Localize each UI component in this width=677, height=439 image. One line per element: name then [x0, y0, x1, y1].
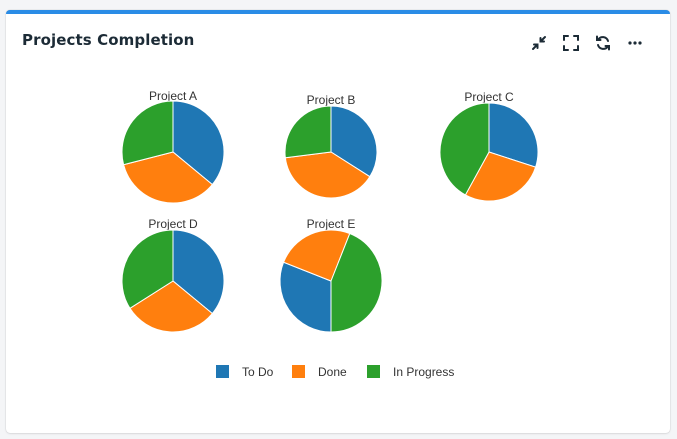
legend-swatch	[292, 365, 305, 378]
pie-1: Project A	[121, 89, 225, 204]
pie-slice-in-progress[interactable]	[121, 100, 174, 166]
more-icon	[628, 41, 642, 45]
pie-slice-to-do[interactable]	[488, 102, 539, 168]
projects-pie-chart: Project A Project B Project C Project D Proj…	[121, 89, 539, 379]
pie-slice-in-progress[interactable]	[439, 102, 490, 196]
pie-slice-done[interactable]	[129, 280, 214, 333]
legend-label: In Progress	[393, 365, 454, 379]
pie-slice-to-do[interactable]	[172, 229, 225, 315]
legend-item[interactable]: In Progress	[367, 365, 454, 379]
pie-slice-done[interactable]	[464, 151, 537, 202]
pie-2: Project B	[284, 93, 378, 199]
more-button[interactable]	[624, 32, 646, 54]
legend-item[interactable]: To Do	[216, 365, 274, 379]
pie-5: Project E	[279, 217, 383, 333]
pie-title: Project A	[149, 89, 197, 103]
collapse-icon	[532, 36, 546, 50]
pie-slice-in-progress[interactable]	[284, 105, 332, 159]
pie-slice-in-progress[interactable]	[121, 229, 174, 310]
pie-title: Project D	[148, 217, 198, 231]
projects-completion-card: Projects Completion	[6, 10, 670, 433]
fullscreen-icon	[563, 35, 579, 51]
pie-slice-to-do[interactable]	[279, 261, 332, 333]
pie-slice-done[interactable]	[284, 151, 371, 199]
chart-legend: To Do Done In Progress	[216, 365, 454, 379]
legend-label: Done	[318, 365, 347, 379]
pie-slice-done[interactable]	[282, 229, 351, 282]
refresh-button[interactable]	[592, 32, 614, 54]
refresh-icon	[596, 35, 610, 51]
widget-title: Projects Completion	[22, 31, 195, 49]
pie-slice-to-do[interactable]	[172, 100, 225, 186]
legend-swatch	[367, 365, 380, 378]
legend-swatch	[216, 365, 229, 378]
legend-label: To Do	[242, 365, 274, 379]
pie-title: Project B	[307, 93, 356, 107]
pie-title: Project C	[464, 90, 514, 104]
widget-toolbar	[528, 32, 646, 54]
pie-slice-in-progress[interactable]	[330, 232, 383, 333]
pie-3: Project C	[439, 90, 539, 202]
pie-slice-done[interactable]	[122, 151, 214, 204]
pie-title: Project E	[307, 217, 356, 231]
pie-4: Project D	[121, 217, 225, 333]
legend-item[interactable]: Done	[292, 365, 347, 379]
collapse-button[interactable]	[528, 32, 550, 54]
fullscreen-button[interactable]	[560, 32, 582, 54]
